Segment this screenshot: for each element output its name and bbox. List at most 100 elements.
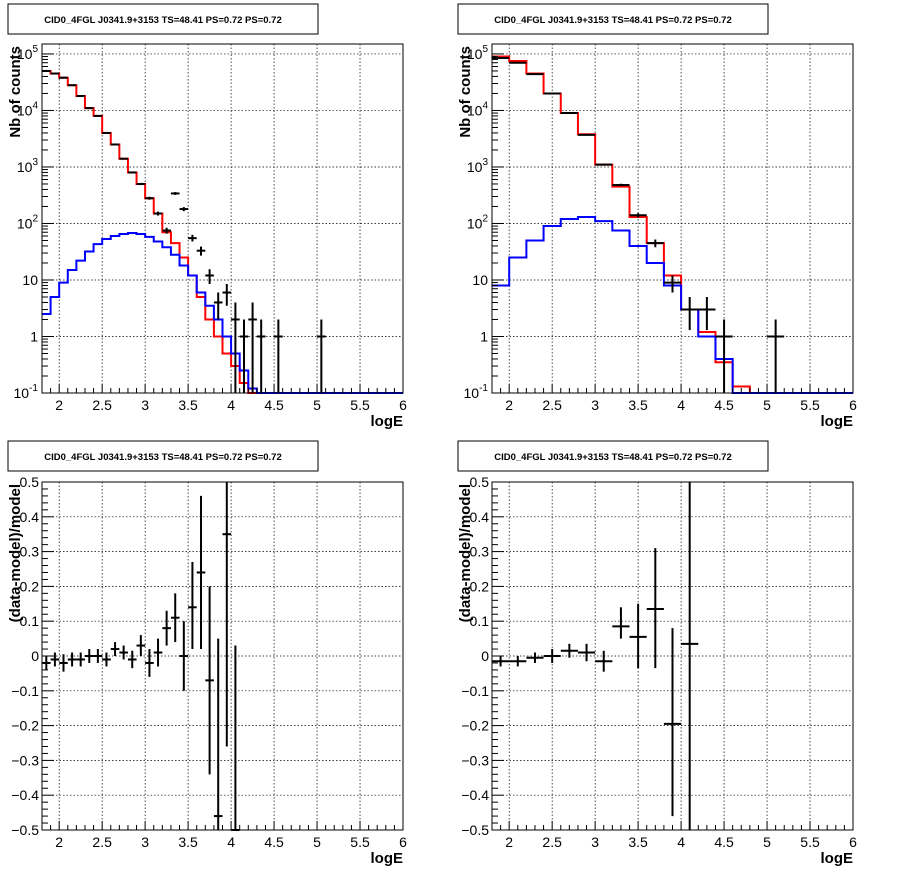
data-point	[256, 319, 266, 393]
data-point	[595, 650, 613, 672]
data-point	[595, 163, 613, 166]
data-point	[317, 319, 326, 393]
x-tick-label: 5.5	[800, 397, 820, 413]
data-point	[767, 319, 785, 393]
y-axis-label: Nb of counts	[457, 46, 474, 138]
x-tick-label: 3	[141, 397, 149, 413]
data-point	[646, 548, 664, 669]
data-point	[170, 593, 180, 643]
chart-title: CID0_4FGL J0341.9+3153 TS=48.41 PS=0.72 …	[494, 15, 732, 26]
x-tick-label: 2.5	[92, 834, 112, 850]
x-tick-label: 4.5	[714, 397, 734, 413]
y-tick-label: 104	[17, 100, 39, 118]
x-tick-label: 4	[677, 397, 685, 413]
y-tick-label: 105	[17, 44, 39, 62]
x-tick-label: 2.5	[92, 397, 112, 413]
y-tick-label: 10-1	[14, 383, 39, 401]
y-tick-label: 0	[31, 648, 39, 664]
x-tick-label: 3.5	[628, 397, 648, 413]
x-tick-label: 3.5	[178, 834, 198, 850]
x-tick-label: 4	[227, 397, 235, 413]
x-axis-label: logE	[821, 413, 854, 430]
data-point	[222, 482, 232, 747]
data-point	[76, 652, 85, 667]
data-point	[543, 92, 561, 95]
y-tick-label: 0.4	[470, 509, 490, 525]
y-tick-label: 0.1	[20, 613, 40, 629]
y-tick-label: −0.3	[461, 752, 489, 768]
data-point	[145, 196, 154, 200]
data-point	[127, 650, 137, 669]
data-point	[188, 562, 197, 650]
data-point	[170, 192, 180, 195]
data-point	[509, 656, 527, 667]
x-tick-label: 5	[313, 834, 321, 850]
x-tick-label: 6	[849, 834, 857, 850]
data-point	[136, 182, 146, 186]
y-tick-label: 0	[481, 648, 489, 664]
data-point	[179, 207, 189, 212]
y-tick-label: 0.2	[470, 578, 490, 594]
chart-panel-4: CID0_4FGL J0341.9+3153 TS=48.41 PS=0.72 …	[457, 440, 857, 867]
x-tick-label: 5.5	[350, 397, 370, 413]
data-point	[119, 645, 128, 660]
x-tick-label: 2	[55, 834, 63, 850]
chart-title: CID0_4FGL J0341.9+3153 TS=48.41 PS=0.72 …	[494, 452, 732, 463]
x-tick-label: 3	[591, 834, 599, 850]
x-tick-label: 4.5	[264, 834, 284, 850]
y-tick-label: 105	[467, 44, 489, 62]
x-tick-label: 3	[591, 397, 599, 413]
x-tick-label: 3	[141, 834, 149, 850]
data-point	[560, 643, 578, 658]
data-point	[231, 302, 240, 393]
x-tick-label: 2.5	[542, 834, 562, 850]
y-tick-label: 0.5	[20, 474, 40, 490]
data-point	[577, 133, 596, 136]
y-tick-label: 0.2	[20, 578, 40, 594]
data-point	[560, 112, 578, 115]
y-tick-label: −0.5	[11, 822, 39, 838]
data-point	[543, 649, 561, 663]
y-tick-label: −0.2	[461, 718, 489, 734]
x-tick-label: 4.5	[714, 834, 734, 850]
x-tick-label: 5.5	[800, 834, 820, 850]
chart-title-box	[457, 440, 769, 472]
data-point	[681, 296, 699, 331]
data-point	[59, 654, 68, 672]
y-tick-label: 0.5	[470, 474, 490, 490]
y-tick-label: −0.5	[461, 822, 489, 838]
y-tick-label: 10	[472, 272, 488, 288]
data-point	[509, 61, 527, 64]
data-point	[162, 610, 171, 646]
x-tick-label: 2.5	[542, 397, 562, 413]
data-point	[222, 283, 232, 306]
data-point	[196, 495, 206, 650]
data-point	[526, 652, 544, 663]
data-point	[239, 319, 249, 393]
y-axis-label: Nb of counts	[7, 46, 24, 138]
data-point	[681, 482, 699, 830]
y-tick-label: −0.4	[461, 787, 489, 803]
x-tick-label: 3.5	[178, 397, 198, 413]
data-point	[110, 642, 120, 656]
y-tick-label: 104	[467, 100, 489, 118]
data-point	[663, 275, 682, 293]
y-tick-label: −0.3	[11, 752, 39, 768]
x-tick-label: 4.5	[264, 397, 284, 413]
y-tick-label: 10	[22, 272, 38, 288]
data-point	[84, 649, 94, 663]
data-point	[93, 114, 103, 117]
y-tick-label: 0.4	[20, 509, 40, 525]
chart-panel-1: CID0_4FGL J0341.9+3153 TS=48.41 PS=0.72 …	[7, 3, 407, 430]
data-point	[127, 171, 137, 174]
data-point	[59, 76, 68, 79]
data-point	[492, 56, 510, 59]
data-point	[179, 621, 189, 691]
data-point	[153, 211, 163, 216]
y-tick-label: 0.3	[470, 544, 490, 560]
plot-area	[492, 44, 853, 393]
data-point	[119, 157, 128, 160]
y-tick-label: 1	[30, 328, 38, 344]
data-point	[93, 649, 103, 663]
